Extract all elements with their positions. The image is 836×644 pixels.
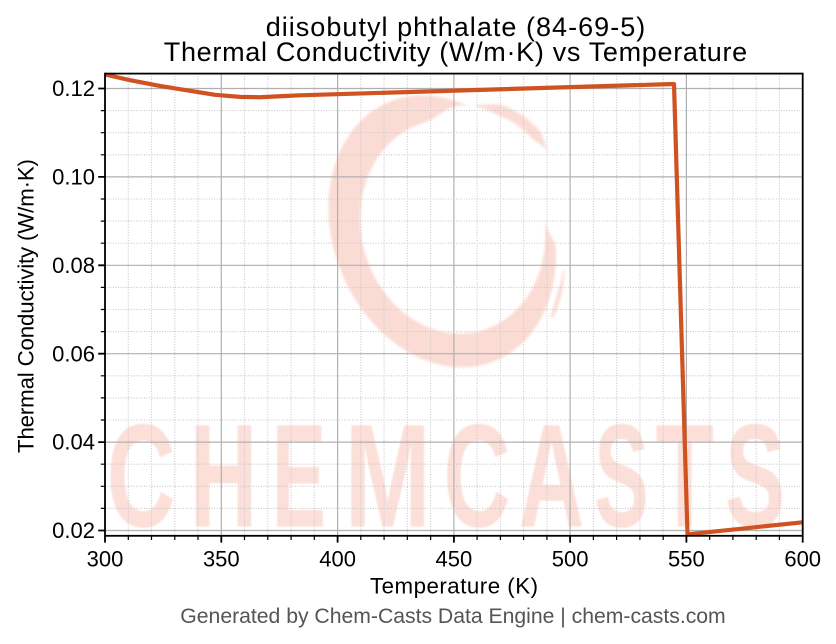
svg-text:0.06: 0.06 (52, 341, 95, 366)
svg-text:0.04: 0.04 (52, 430, 95, 455)
svg-text:H: H (190, 394, 258, 558)
svg-text:450: 450 (436, 547, 473, 572)
svg-text:600: 600 (784, 547, 821, 572)
svg-text:A: A (519, 393, 584, 558)
svg-text:M: M (344, 394, 431, 558)
svg-text:400: 400 (319, 547, 356, 572)
svg-text:Thermal Conductivity (W/m·K): Thermal Conductivity (W/m·K) (14, 159, 39, 453)
svg-text:Generated by Chem-Casts Data E: Generated by Chem-Casts Data Engine | ch… (180, 605, 725, 628)
svg-text:Temperature (K): Temperature (K) (370, 573, 538, 598)
svg-text:S: S (594, 394, 649, 558)
svg-text:diisobutyl phthalate (84-69-5): diisobutyl phthalate (84-69-5) (266, 12, 646, 42)
svg-text:C: C (107, 395, 176, 559)
svg-text:E: E (272, 394, 326, 558)
svg-text:0.02: 0.02 (52, 518, 95, 543)
svg-text:300: 300 (87, 547, 124, 572)
svg-text:500: 500 (552, 547, 589, 572)
svg-text:0.08: 0.08 (52, 253, 95, 278)
svg-text:S: S (725, 394, 785, 558)
svg-text:350: 350 (203, 547, 240, 572)
svg-text:0.10: 0.10 (52, 165, 95, 190)
svg-text:550: 550 (668, 547, 705, 572)
svg-text:Thermal Conductivity (W/m·K) v: Thermal Conductivity (W/m·K) vs Temperat… (164, 37, 747, 67)
svg-text:0.12: 0.12 (52, 76, 95, 101)
